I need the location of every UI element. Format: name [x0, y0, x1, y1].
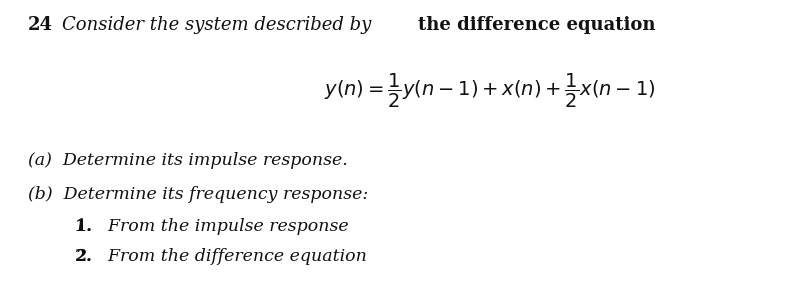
Text: $y(n) = \dfrac{1}{2}y(n-1) + x(n) + \dfrac{1}{2}x(n-1)$: $y(n) = \dfrac{1}{2}y(n-1) + x(n) + \dfr…	[324, 72, 656, 110]
Text: 24: 24	[28, 16, 53, 34]
Text: the difference equation: the difference equation	[418, 16, 655, 34]
Text: (a)  Determine its impulse response.: (a) Determine its impulse response.	[28, 152, 348, 169]
Text: 2.   From the difference equation: 2. From the difference equation	[75, 248, 367, 265]
Text: 1.: 1.	[75, 218, 93, 235]
Text: 2.: 2.	[75, 248, 93, 265]
Text: Consider the system described by: Consider the system described by	[62, 16, 377, 34]
Text: 1.   From the impulse response: 1. From the impulse response	[75, 218, 349, 235]
Text: (b)  Determine its frequency response:: (b) Determine its frequency response:	[28, 186, 368, 203]
